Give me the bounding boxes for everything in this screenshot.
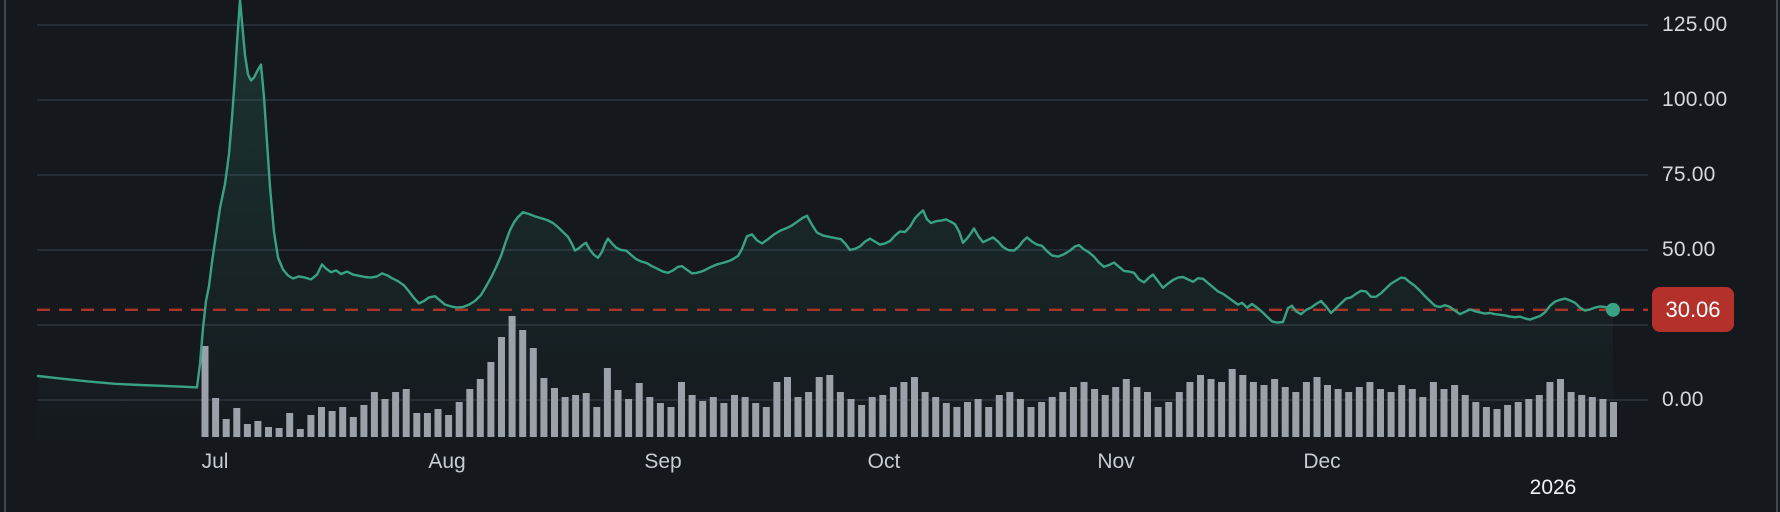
last-price-dot [1606, 302, 1620, 317]
month-label-jul: Jul [201, 450, 229, 473]
y-axis-label-0: 0.00 [1662, 388, 1704, 411]
y-axis-label-125: 125.00 [1662, 13, 1728, 36]
last-price-badge: 30.06 [1652, 287, 1734, 333]
last-price-value: 30.06 [1665, 296, 1721, 322]
month-label-nov: Nov [1097, 450, 1135, 473]
price-line [36, 0, 1615, 389]
month-label-aug: Aug [428, 450, 466, 473]
year-label: 2026 [1529, 476, 1577, 499]
price-area-fill [38, 0, 1613, 445]
left-pane-border [4, 0, 6, 512]
y-axis-label-100: 100.00 [1662, 88, 1728, 111]
right-pane-border [1776, 0, 1778, 512]
month-label-sep: Sep [644, 450, 682, 473]
y-axis-label-75: 75.00 [1662, 163, 1716, 186]
volume-bars [201, 316, 1617, 437]
month-label-dec: Dec [1303, 450, 1341, 473]
y-axis-label-50: 50.00 [1662, 238, 1716, 261]
month-label-oct: Oct [867, 450, 901, 473]
